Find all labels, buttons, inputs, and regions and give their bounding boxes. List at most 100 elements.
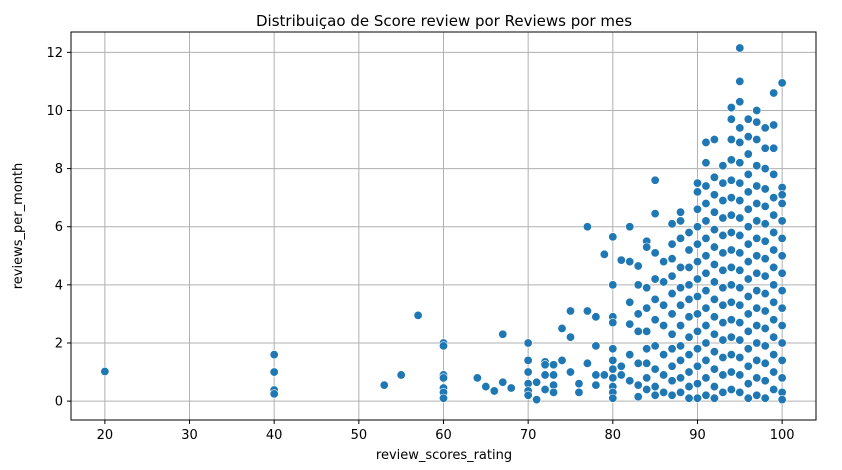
data-point [709,393,719,403]
x-axis-title: review_scores_rating [376,448,512,463]
data-point [777,78,787,88]
data-point [667,219,677,229]
data-point [701,373,711,383]
data-point [718,230,728,240]
data-point [743,257,753,267]
data-point [676,283,686,293]
data-point [608,364,618,374]
data-point [591,312,601,322]
x-tick-label: 70 [520,428,537,443]
data-point [506,383,516,393]
data-point [591,380,601,390]
data-point [726,350,736,360]
data-point [659,370,669,380]
data-point [659,257,669,267]
data-point [735,123,745,133]
data-point [709,190,719,200]
x-tick-label: 50 [351,428,368,443]
data-point [752,355,762,365]
data-point [718,335,728,345]
data-point [633,326,643,336]
data-point [743,379,753,389]
data-point [472,373,482,383]
data-point [608,318,618,328]
data-point [676,300,686,310]
data-point [582,306,592,316]
data-point [692,326,702,336]
data-point [752,390,762,400]
data-point [438,341,448,351]
data-point [642,384,652,394]
data-point [701,321,711,331]
data-point [549,370,559,380]
data-point [743,204,753,214]
data-point [760,201,770,211]
data-point [769,367,779,377]
data-point [709,207,719,217]
data-point [692,178,702,188]
data-point [676,233,686,243]
data-point [760,289,770,299]
data-point [752,268,762,278]
data-point [269,389,279,399]
data-point [769,280,779,290]
data-point [760,323,770,333]
data-point [565,367,575,377]
data-point [777,216,787,226]
data-point [709,364,719,374]
data-point [582,358,592,368]
data-point [523,390,533,400]
data-point [743,114,753,124]
data-point [735,248,745,258]
data-point [684,245,694,255]
y-tick-label: 2 [55,336,63,351]
data-point [752,321,762,331]
data-point [540,370,550,380]
data-point [769,297,779,307]
data-point [760,143,770,153]
data-point [692,204,702,214]
data-point [650,382,660,392]
data-point [642,283,652,293]
data-point [701,216,711,226]
data-point [625,319,635,329]
data-point [616,255,626,265]
data-point [760,254,770,264]
data-point [735,370,745,380]
data-point [743,222,753,232]
data-point [726,297,736,307]
data-point [269,367,279,377]
data-point [701,286,711,296]
data-point [752,338,762,348]
data-point [709,277,719,287]
data-point [735,76,745,86]
data-point [735,318,745,328]
data-point [743,309,753,319]
data-point [549,387,559,397]
data-point [735,158,745,168]
data-point [532,377,542,387]
data-point [667,344,677,354]
data-point [760,376,770,386]
data-point [498,329,508,339]
data-point [718,353,728,363]
data-point [718,370,728,380]
data-point [743,169,753,179]
data-point [684,312,694,322]
data-point [709,225,719,235]
data-point [692,393,702,403]
data-point [701,158,711,168]
data-point [650,294,660,304]
data-point [540,384,550,394]
x-tick-label: 30 [181,428,198,443]
x-tick-label: 60 [435,428,452,443]
data-point [718,265,728,275]
data-point [684,262,694,272]
data-point [709,329,719,339]
data-point [777,338,787,348]
data-point [692,274,702,284]
data-point [735,300,745,310]
data-point [667,239,677,249]
y-tick-label: 8 [55,162,63,177]
